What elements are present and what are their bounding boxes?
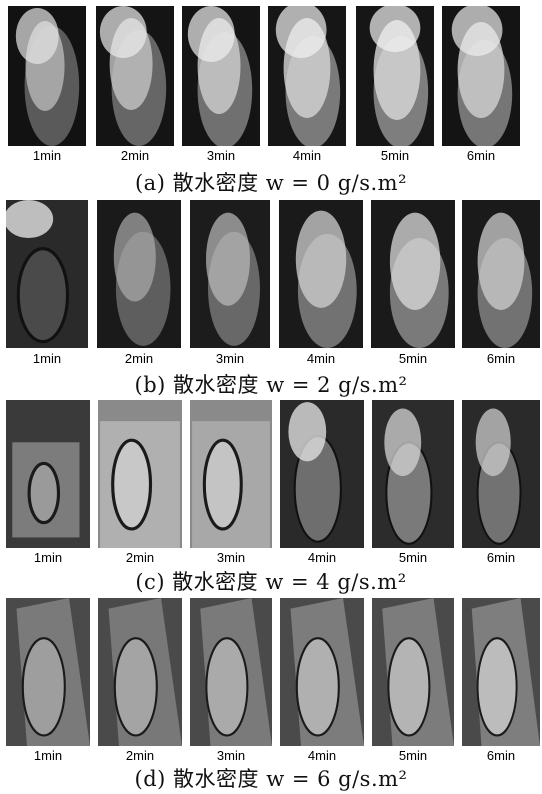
photo-b-3min	[190, 200, 270, 348]
time-label: 6min	[486, 550, 516, 565]
time-label: 6min	[486, 351, 516, 366]
photo-d-6min	[462, 598, 540, 746]
time-label: 5min	[398, 748, 428, 763]
time-label: 6min	[486, 748, 516, 763]
photo-a-3min	[182, 6, 260, 146]
time-label: 1min	[33, 550, 63, 565]
time-label: 4min	[307, 550, 337, 565]
photo-a-6min	[442, 6, 520, 146]
time-label: 4min	[306, 351, 336, 366]
time-label: 3min	[215, 351, 245, 366]
time-label: 3min	[216, 550, 246, 565]
time-label: 5min	[398, 550, 428, 565]
photo-c-2min	[98, 400, 182, 548]
time-label: 1min	[33, 748, 63, 763]
time-label: 2min	[125, 748, 155, 763]
time-label: 3min	[216, 748, 246, 763]
time-label: 3min	[206, 148, 236, 163]
photo-a-1min	[8, 6, 86, 146]
photo-c-3min	[190, 400, 272, 548]
photo-d-4min	[280, 598, 364, 746]
caption-d: (d) 散水密度 w = 6 g/s.m²	[134, 767, 408, 791]
photo-d-3min	[190, 598, 272, 746]
photo-c-6min	[462, 400, 540, 548]
photo-b-6min	[462, 200, 540, 348]
photo-c-4min	[280, 400, 364, 548]
photo-a-2min	[96, 6, 174, 146]
caption-c: (c) 散水密度 w = 4 g/s.m²	[135, 570, 407, 594]
photo-a-4min	[268, 6, 346, 146]
photo-b-4min	[279, 200, 363, 348]
time-label: 2min	[124, 351, 154, 366]
photo-d-1min	[6, 598, 90, 746]
time-label: 2min	[125, 550, 155, 565]
caption-a: (a) 散水密度 w = 0 g/s.m²	[134, 171, 407, 195]
time-label: 6min	[466, 148, 496, 163]
caption-b: (b) 散水密度 w = 2 g/s.m²	[134, 373, 408, 397]
time-label: 4min	[292, 148, 322, 163]
time-label: 4min	[307, 748, 337, 763]
photo-a-5min	[356, 6, 434, 146]
photo-c-5min	[372, 400, 454, 548]
photo-c-1min	[6, 400, 90, 548]
time-label: 5min	[380, 148, 410, 163]
time-label: 1min	[32, 351, 62, 366]
photo-b-2min	[97, 200, 181, 348]
photo-b-5min	[371, 200, 455, 348]
time-label: 5min	[398, 351, 428, 366]
time-label: 1min	[32, 148, 62, 163]
photo-b-1min	[6, 200, 88, 348]
time-label: 2min	[120, 148, 150, 163]
photo-d-5min	[372, 598, 454, 746]
photo-d-2min	[98, 598, 182, 746]
